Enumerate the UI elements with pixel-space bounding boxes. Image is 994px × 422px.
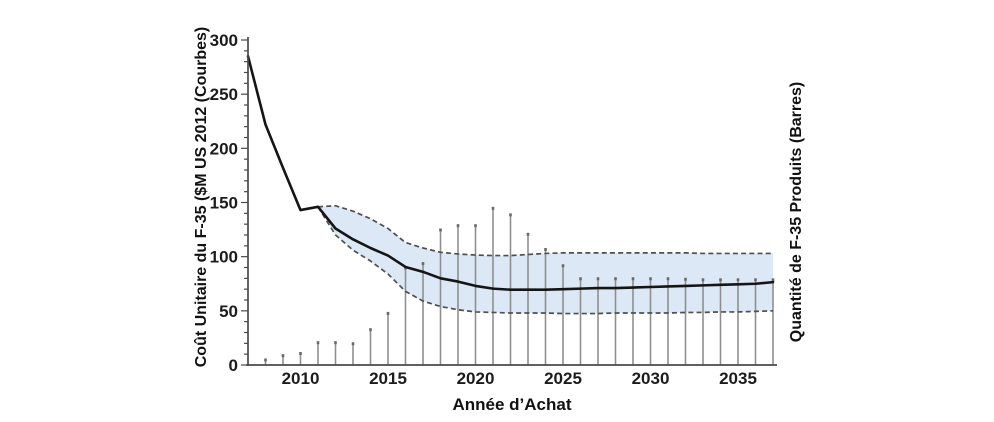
y-axis-tick-label: 100 (210, 248, 238, 267)
right-axis-title: Quantité de F-35 Produits (Barres) (788, 81, 805, 343)
y-axis-tick-label: 150 (210, 194, 238, 213)
x-axis-tick-label: 2020 (457, 369, 495, 388)
x-axis-tick-label: 2015 (369, 369, 407, 388)
x-axis-tick-label: 2025 (544, 369, 582, 388)
lower-bound-dashed-line (317, 206, 774, 315)
y-axis-tick-label: 300 (210, 31, 238, 50)
y-axis-tick-label: 0 (229, 356, 238, 375)
x-axis-tick-label: 2035 (719, 369, 757, 388)
y-axis-tick-label: 250 (210, 85, 238, 104)
y-axis-tick-label: 200 (210, 139, 238, 158)
x-axis-title: Année d’Achat (452, 395, 572, 414)
x-axis-tick-label: 2030 (632, 369, 670, 388)
x-axis-tick-label: 2010 (282, 369, 320, 388)
y-axis-tick-label: 50 (219, 302, 238, 321)
left-axis-title: Coût Unitaire du F-35 ($M US 2012 (Courb… (193, 26, 210, 368)
unit-cost-line (246, 54, 775, 292)
upper-bound-dashed-line (317, 204, 773, 257)
